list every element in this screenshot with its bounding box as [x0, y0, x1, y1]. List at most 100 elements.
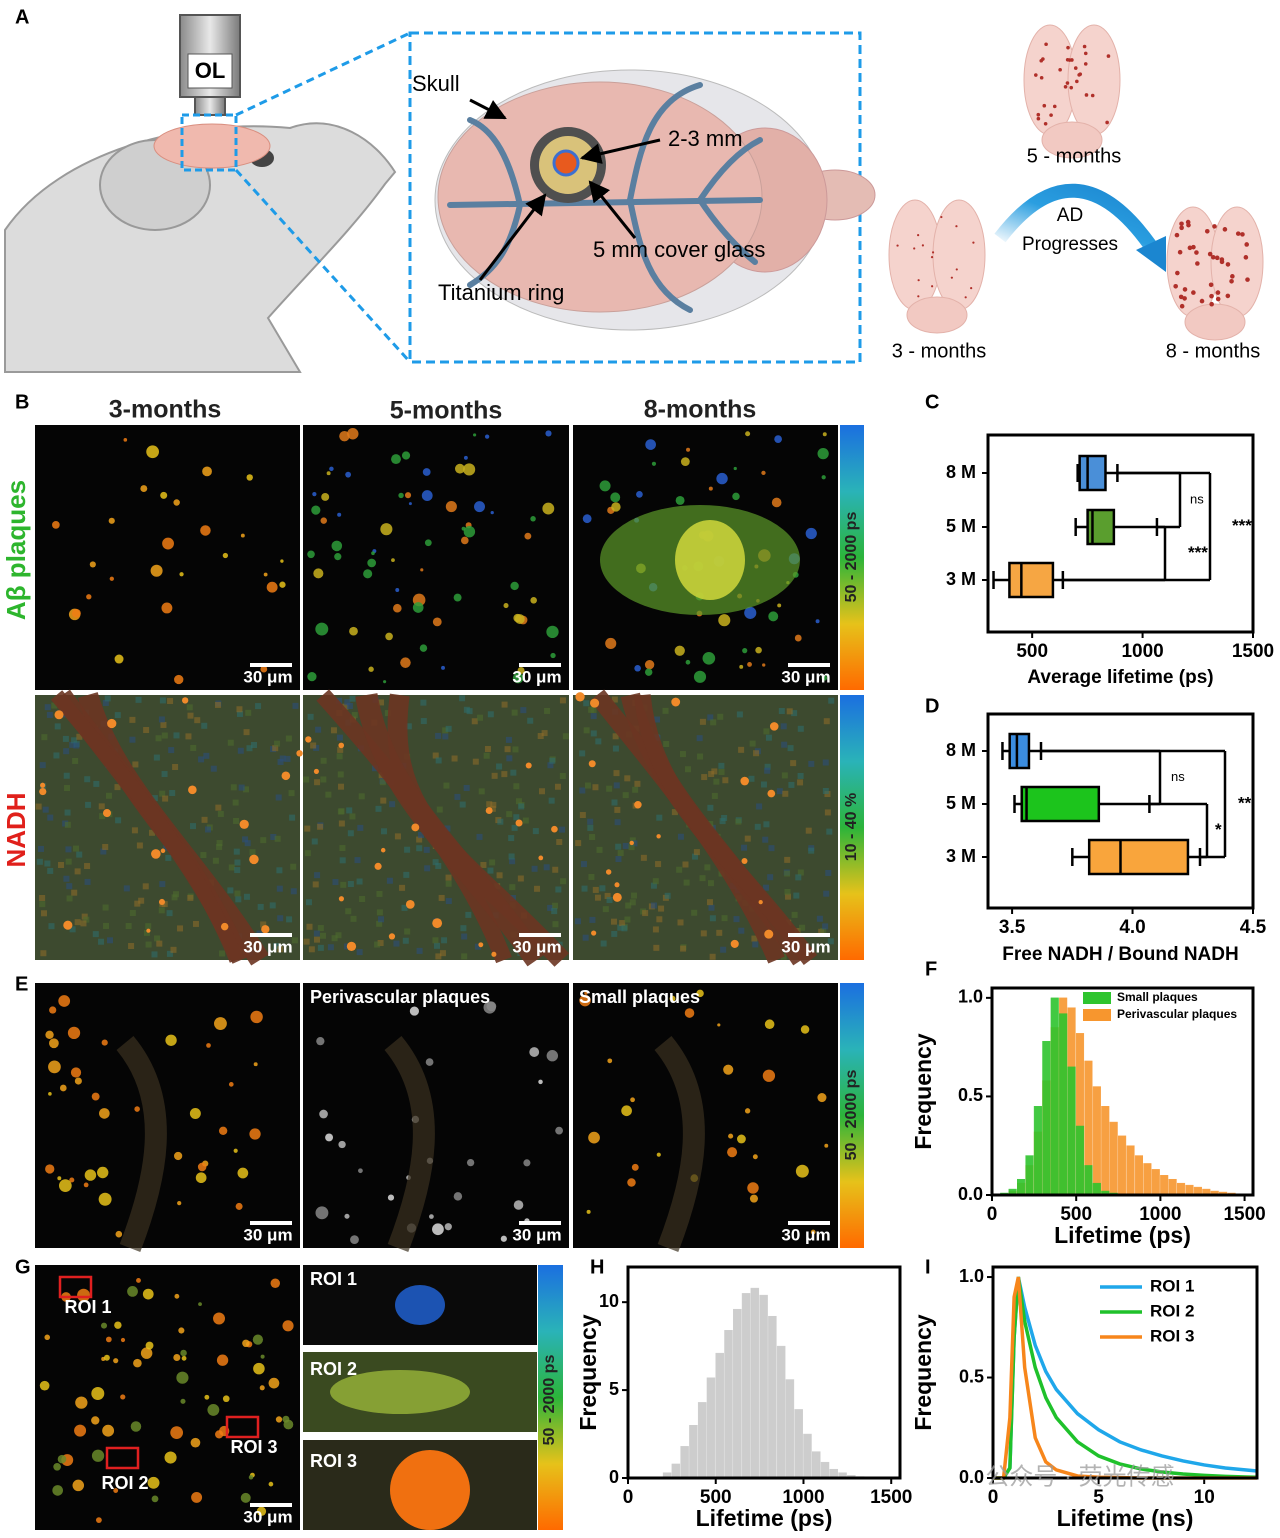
- nadh-noise: [791, 911, 798, 918]
- histogram-bar: [689, 1425, 698, 1479]
- plaque-blob: [761, 470, 766, 476]
- significance: ns: [1190, 491, 1204, 506]
- nadh-noise: [697, 753, 704, 760]
- nadh-noise: [595, 738, 602, 745]
- nadh-noise: [820, 927, 827, 934]
- nadh-noise: [317, 925, 324, 932]
- plaque-dot: [1229, 279, 1234, 284]
- nadh-noise: [350, 915, 357, 922]
- plaque-dot: [1063, 84, 1068, 89]
- histogram-bar: [794, 1409, 803, 1479]
- nadh-spot: [40, 782, 46, 788]
- nadh-noise: [459, 695, 466, 702]
- x-tick-label: 1500: [1223, 1204, 1265, 1225]
- plaque-blob: [395, 588, 400, 592]
- nadh-noise: [559, 697, 566, 704]
- nadh-noise: [776, 788, 783, 795]
- x-axis-title: Lifetime (ns): [1057, 1505, 1194, 1531]
- plaque-blob: [367, 558, 377, 568]
- nadh-noise: [41, 734, 48, 741]
- nadh-noise: [589, 916, 596, 923]
- objective-label: OL: [195, 58, 226, 83]
- nadh-noise: [205, 826, 212, 833]
- objective-tip: [194, 96, 226, 116]
- nadh-noise: [169, 790, 176, 797]
- nadh-noise: [336, 734, 343, 741]
- nadh-noise: [274, 835, 281, 842]
- plaque-blob: [412, 602, 424, 613]
- plaque-blob: [432, 617, 442, 627]
- nadh-noise: [822, 759, 829, 766]
- x-tick-label: 1000: [782, 1487, 824, 1508]
- plaque-blob: [57, 1454, 67, 1464]
- plaque-blob: [795, 1164, 809, 1178]
- nadh-noise: [717, 713, 724, 720]
- nadh-noise: [380, 797, 387, 804]
- plaque-blob: [473, 433, 477, 437]
- plaque-blob: [325, 1133, 334, 1142]
- plaque-blob: [636, 490, 643, 498]
- plot-frame: [626, 1265, 902, 1480]
- nadh-noise: [359, 896, 366, 903]
- plaque-blob: [242, 1339, 250, 1348]
- nadh-noise: [386, 877, 393, 884]
- plaque-blob: [91, 1092, 100, 1101]
- nadh-spot: [671, 697, 681, 707]
- plaque-blob: [588, 1131, 600, 1144]
- plaque-blob: [461, 536, 469, 545]
- plaque-blob: [91, 1449, 105, 1462]
- plaque-blob: [207, 1403, 220, 1416]
- plaque-blob: [586, 1209, 591, 1214]
- plaque-dot: [1179, 221, 1184, 227]
- plaque-blob: [358, 1168, 363, 1174]
- legend-label: Small plaques: [1117, 990, 1198, 1004]
- nadh-noise: [103, 922, 110, 929]
- x-axis-title: Lifetime (ps): [696, 1505, 833, 1531]
- nadh-noise: [346, 807, 353, 814]
- nadh-noise: [699, 875, 706, 882]
- nadh-noise: [234, 890, 241, 897]
- nadh-noise: [375, 805, 382, 812]
- nadh-noise: [602, 906, 609, 913]
- nadh-noise: [351, 712, 358, 719]
- nadh-noise: [420, 699, 427, 706]
- nadh-noise: [187, 894, 194, 901]
- plaque-blob: [513, 1200, 524, 1210]
- x-tick-label: 1500: [870, 1487, 912, 1508]
- plaque-blob: [204, 1394, 210, 1400]
- nadh-noise: [198, 756, 205, 763]
- nadh-noise: [556, 838, 563, 845]
- box: [1020, 785, 1101, 823]
- plaque-blob: [794, 634, 802, 642]
- plaque-blob: [75, 1396, 88, 1409]
- category-label: 3 M: [946, 846, 976, 866]
- nadh-noise: [793, 892, 800, 899]
- plaque-dot: [1036, 116, 1041, 121]
- plaque-blob: [222, 552, 229, 559]
- nadh-noise: [255, 703, 262, 710]
- histogram-bar: [1126, 1145, 1135, 1196]
- plaque-dot: [1066, 45, 1070, 50]
- nadh-spot: [151, 849, 161, 859]
- nadh-spot: [758, 900, 763, 905]
- nadh-noise: [765, 734, 772, 741]
- nadh-noise: [656, 916, 663, 923]
- plaque-dot: [1225, 293, 1231, 299]
- plaque-dot: [1034, 73, 1038, 77]
- plaque-blob: [800, 1025, 810, 1034]
- plaque-blob: [774, 435, 782, 443]
- nadh-spot: [591, 930, 597, 936]
- nadh-noise: [541, 730, 548, 737]
- nadh-noise: [551, 908, 558, 915]
- nadh-noise: [764, 767, 771, 774]
- nadh-noise: [276, 867, 283, 874]
- plaque-blob: [127, 1286, 138, 1297]
- plaque-blob: [180, 1349, 187, 1357]
- nadh-noise: [642, 910, 649, 917]
- plaque-blob: [398, 492, 404, 499]
- nadh-noise: [173, 732, 180, 739]
- nadh-noise: [797, 779, 804, 786]
- nadh-noise: [797, 772, 804, 779]
- nadh-noise: [249, 849, 256, 856]
- plaque-blob: [432, 1223, 444, 1236]
